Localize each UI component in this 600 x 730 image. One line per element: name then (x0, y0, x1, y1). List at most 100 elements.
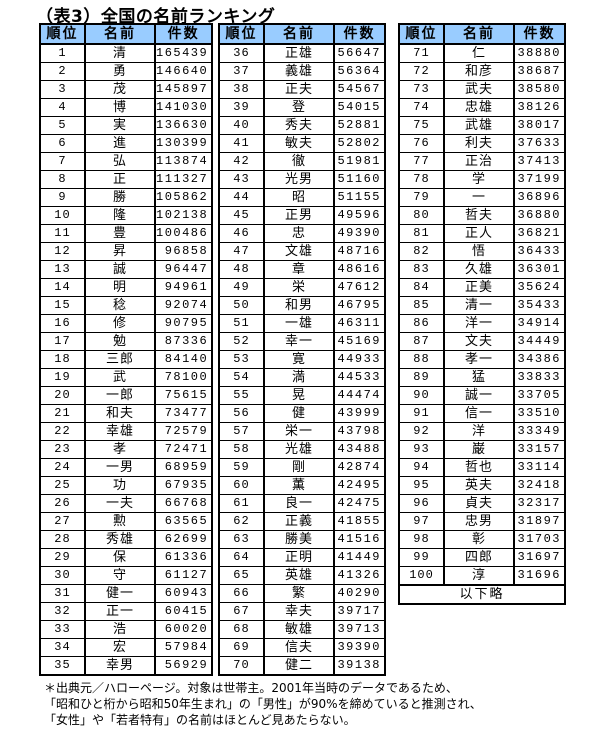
count-cell: 57984 (154, 638, 213, 657)
count-cell: 72579 (154, 422, 213, 441)
rank-cell: 49 (218, 278, 265, 297)
name-cell: 晃 (263, 386, 335, 405)
rank-cell: 15 (39, 296, 86, 315)
rank-cell: 95 (398, 476, 445, 495)
name-cell: 正美 (443, 278, 515, 297)
name-cell: 一男 (84, 458, 156, 477)
count-cell: 60020 (154, 620, 213, 639)
rank-cell: 45 (218, 206, 265, 225)
rank-cell: 59 (218, 458, 265, 477)
table-row: 30 守 61127 (39, 566, 213, 585)
rank-cell: 66 (218, 584, 265, 603)
name-cell: 洋 (443, 422, 515, 441)
table-row: 32 正一 60415 (39, 602, 213, 621)
rank-cell: 22 (39, 422, 86, 441)
table-header-row: 順位 名前 件数 (39, 23, 213, 45)
name-cell: 博 (84, 98, 156, 117)
rank-cell: 75 (398, 116, 445, 135)
table-row: 9 勝 105862 (39, 188, 213, 207)
count-cell: 62699 (154, 530, 213, 549)
name-cell: 久雄 (443, 260, 515, 279)
count-cell: 33705 (513, 386, 566, 405)
count-cell: 37199 (513, 170, 566, 189)
table-row: 58 光雄 43488 (218, 440, 386, 459)
count-cell: 136630 (154, 116, 213, 135)
count-cell: 44533 (333, 368, 386, 387)
name-cell: 信一 (443, 404, 515, 423)
rank-cell: 80 (398, 206, 445, 225)
count-cell: 45169 (333, 332, 386, 351)
table-row: 54 満 44533 (218, 368, 386, 387)
table-row: 14 明 94961 (39, 278, 213, 297)
name-cell: 宏 (84, 638, 156, 657)
rank-cell: 21 (39, 404, 86, 423)
table-row: 66 繁 40290 (218, 584, 386, 603)
table-row: 11 豊 100486 (39, 224, 213, 243)
count-cell: 33349 (513, 422, 566, 441)
count-cell: 78100 (154, 368, 213, 387)
rank-cell: 96 (398, 494, 445, 513)
table-row: 90 誠一 33705 (398, 386, 566, 405)
name-cell: 四郎 (443, 548, 515, 567)
name-cell: 幸夫 (263, 602, 335, 621)
count-cell: 42475 (333, 494, 386, 513)
count-cell: 47612 (333, 278, 386, 297)
table-row: 73 武夫 38580 (398, 80, 566, 99)
table-row: 22 幸雄 72579 (39, 422, 213, 441)
count-cell: 73477 (154, 404, 213, 423)
table-row: 67 幸夫 39717 (218, 602, 386, 621)
count-cell: 111327 (154, 170, 213, 189)
rank-cell: 60 (218, 476, 265, 495)
table-header-row: 順位 名前 件数 (398, 23, 566, 45)
rank-cell: 57 (218, 422, 265, 441)
rank-cell: 93 (398, 440, 445, 459)
count-cell: 36896 (513, 188, 566, 207)
name-cell: 浩 (84, 620, 156, 639)
count-cell: 49596 (333, 206, 386, 225)
table-row: 40 秀夫 52881 (218, 116, 386, 135)
name-cell: 栄一 (263, 422, 335, 441)
column-header-count: 件数 (154, 23, 213, 45)
count-cell: 96447 (154, 260, 213, 279)
name-cell: 隆 (84, 206, 156, 225)
column-header-count: 件数 (333, 23, 386, 45)
count-cell: 141030 (154, 98, 213, 117)
count-cell: 34914 (513, 314, 566, 333)
table-row: 76 利夫 37633 (398, 134, 566, 153)
count-cell: 60943 (154, 584, 213, 603)
column-header-rank: 順位 (398, 23, 445, 45)
table-row: 27 勲 63565 (39, 512, 213, 531)
count-cell: 34386 (513, 350, 566, 369)
name-cell: 守 (84, 566, 156, 585)
table-row: 87 文夫 34449 (398, 332, 566, 351)
rank-cell: 99 (398, 548, 445, 567)
table-row: 5 実 136630 (39, 116, 213, 135)
name-cell: 正治 (443, 152, 515, 171)
table-row: 93 巌 33157 (398, 440, 566, 459)
count-cell: 32418 (513, 476, 566, 495)
rank-cell: 28 (39, 530, 86, 549)
table-row: 89 猛 33833 (398, 368, 566, 387)
name-cell: 光男 (263, 170, 335, 189)
count-cell: 102138 (154, 206, 213, 225)
count-cell: 39390 (333, 638, 386, 657)
rank-cell: 68 (218, 620, 265, 639)
table-row: 2 勇 146640 (39, 62, 213, 81)
count-cell: 100486 (154, 224, 213, 243)
table-row: 33 浩 60020 (39, 620, 213, 639)
rank-cell: 37 (218, 62, 265, 81)
rank-cell: 65 (218, 566, 265, 585)
table-row: 61 良一 42475 (218, 494, 386, 513)
rank-cell: 32 (39, 602, 86, 621)
name-cell: 仁 (443, 43, 515, 63)
omitted-note: 以下略 (398, 584, 566, 605)
rank-cell: 63 (218, 530, 265, 549)
name-cell: 登 (263, 98, 335, 117)
name-cell: 修 (84, 314, 156, 333)
name-cell: 哲也 (443, 458, 515, 477)
name-cell: 満 (263, 368, 335, 387)
rank-cell: 14 (39, 278, 86, 297)
rank-cell: 36 (218, 43, 265, 63)
name-cell: 正夫 (263, 80, 335, 99)
table-header-row: 順位 名前 件数 (218, 23, 386, 45)
